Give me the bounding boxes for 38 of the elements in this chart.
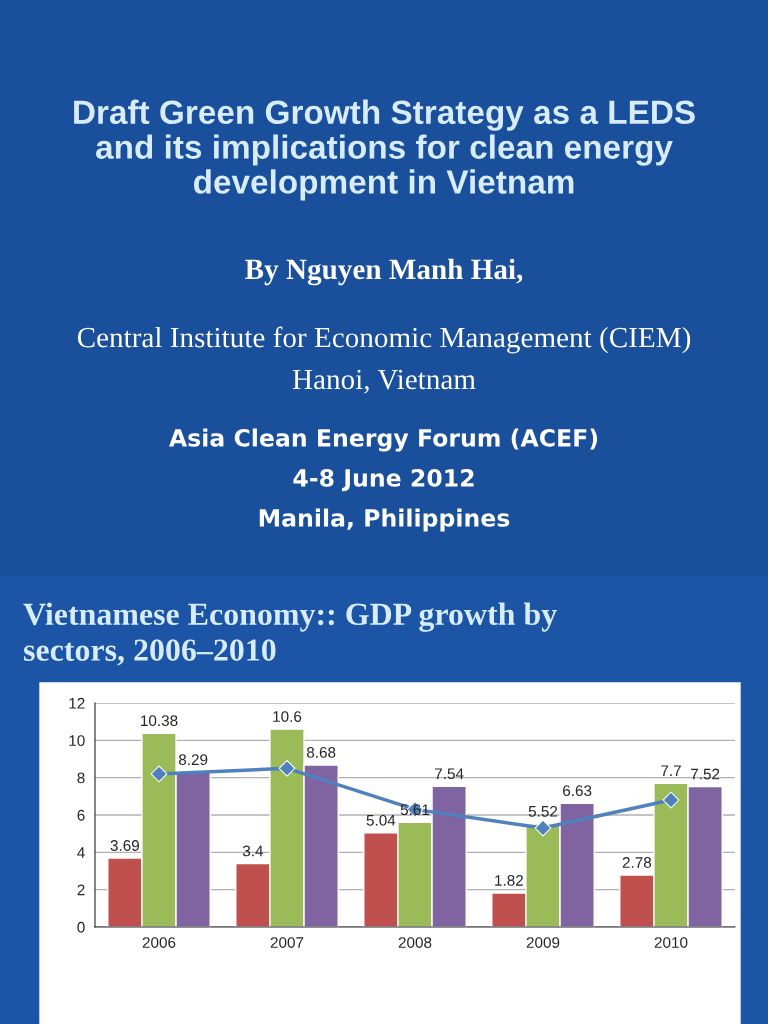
data-label: 2.78	[622, 857, 652, 868]
data-label: 7.7	[661, 765, 681, 776]
text: By Nguyen Manh Hai,	[245, 258, 523, 286]
x-tick-label: 2007	[270, 937, 304, 948]
x-tick-label: 2006	[142, 937, 176, 948]
text: Central Institute for Economic Management (CIEM)	[77, 326, 691, 354]
y-tick-label: 12	[69, 697, 85, 709]
y-tick-label: 6	[77, 809, 85, 821]
data-label: 10.6	[273, 711, 302, 722]
text: Hanoi, Vietnam	[292, 369, 476, 394]
y-tick-label: 4	[77, 847, 85, 858]
data-label: 6.63	[563, 785, 592, 797]
point	[662, 791, 680, 809]
y-tick-label: 8	[77, 772, 85, 784]
data-label: 10.38	[141, 715, 178, 727]
data-label: 1.82	[495, 875, 523, 886]
data-label: 3.4	[242, 845, 264, 857]
text: 4-8 June 2012	[293, 468, 474, 492]
point	[278, 759, 296, 777]
point	[150, 765, 168, 783]
text: Asia Clean Energy Forum (ACEF)	[169, 428, 598, 452]
point	[534, 819, 552, 837]
y-tick-label: 10	[69, 735, 85, 747]
text: Manila, Philippines	[259, 508, 510, 532]
x-tick-label: 2009	[526, 937, 560, 948]
data-label: 3.69	[110, 840, 140, 851]
text: Draft Green Growth Strategy as a LEDS and its implications for clean energy development in Vietnam	[74, 99, 695, 201]
data-label: 8.68	[306, 746, 336, 758]
data-label: 5.04	[366, 814, 396, 826]
data-label: 7.52	[691, 768, 720, 780]
data-label: 8.29	[178, 754, 208, 766]
x-tick-label: 2008	[398, 937, 432, 948]
data-label: 5.52	[528, 805, 558, 817]
chart-title: Vietnamese Economy:: GDP growth by sectors, 2006–2010	[23, 602, 557, 666]
data-label: 7.54	[435, 768, 464, 780]
y-tick-label: 2	[77, 884, 85, 896]
x-tick-label: 2010	[654, 937, 688, 948]
y-tick-label: 0	[77, 921, 85, 933]
